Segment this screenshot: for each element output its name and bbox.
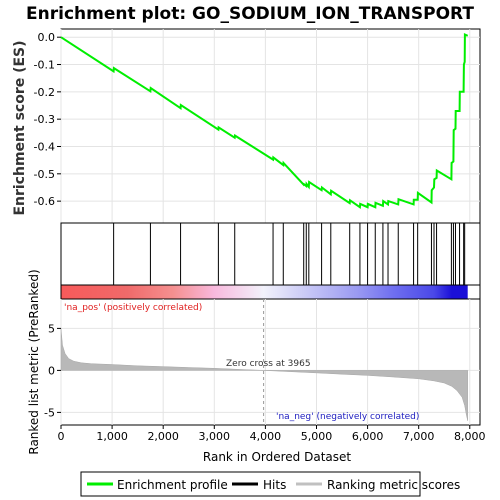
es-ytick-label-1: -0.1 — [34, 59, 55, 72]
es-ytick-label-6: -0.6 — [34, 195, 55, 208]
xtick-label-4: 4,000 — [250, 430, 282, 443]
es-ytick-label-5: -0.5 — [34, 168, 55, 181]
es-panel-frame — [60, 28, 481, 224]
hits-panel-frame — [60, 222, 481, 286]
xtick-label-3: 3,000 — [199, 430, 231, 443]
negative-correlated-label: 'na_neg' (negatively correlated) — [276, 412, 419, 422]
metric-y-ticks: 5 0 -5 — [44, 322, 61, 419]
xtick-label-7: 7,000 — [403, 430, 435, 443]
es-ytick-label-0: 0.0 — [38, 31, 56, 44]
x-axis-ticks: 0 1,000 2,000 3,000 4,000 5,000 6,000 7,000 8,00… — [58, 425, 486, 443]
xtick-label-1: 1,000 — [96, 430, 128, 443]
metric-ytick-label-0: 5 — [48, 322, 55, 335]
legend-hits-label: Hits — [263, 478, 286, 492]
xtick-label-2: 2,000 — [147, 430, 179, 443]
hits-markers — [113, 223, 466, 285]
es-ytick-label-4: -0.4 — [34, 140, 55, 153]
xtick-label-6: 6,000 — [352, 430, 384, 443]
es-y-ticks: 0.0 -0.1 -0.2 -0.3 -0.4 -0.5 -0.6 — [34, 31, 61, 208]
chart-title: Enrichment plot: GO_SODIUM_ION_TRANSPORT — [26, 4, 474, 24]
metric-ytick-label-1: 0 — [48, 364, 55, 377]
x-axis-label: Rank in Ordered Dataset — [203, 450, 351, 464]
metric-panel-frame — [60, 298, 481, 426]
es-ytick-label-2: -0.2 — [34, 86, 55, 99]
es-y-axis-label: Enrichment score (ES) — [12, 40, 28, 215]
positive-correlated-label: 'na_pos' (positively correlated) — [64, 303, 202, 313]
es-ytick-label-3: -0.3 — [34, 113, 55, 126]
xtick-label-5: 5,000 — [301, 430, 333, 443]
xtick-label-0: 0 — [58, 430, 65, 443]
es-panel-grid — [60, 29, 480, 223]
legend-metric-label: Ranking metric scores — [327, 478, 460, 492]
ranking-metric-area — [60, 328, 468, 421]
zero-cross-label: Zero cross at 3965 — [226, 359, 311, 369]
legend-enrichment-label: Enrichment profile — [117, 478, 228, 492]
metric-ytick-label-2: -5 — [44, 406, 55, 419]
rank-colorbar — [61, 285, 468, 299]
enrichment-profile-line — [60, 32, 469, 210]
metric-y-axis-label: Ranked list metric (PreRanked) — [27, 269, 41, 454]
xtick-label-8: 8,000 — [454, 430, 486, 443]
